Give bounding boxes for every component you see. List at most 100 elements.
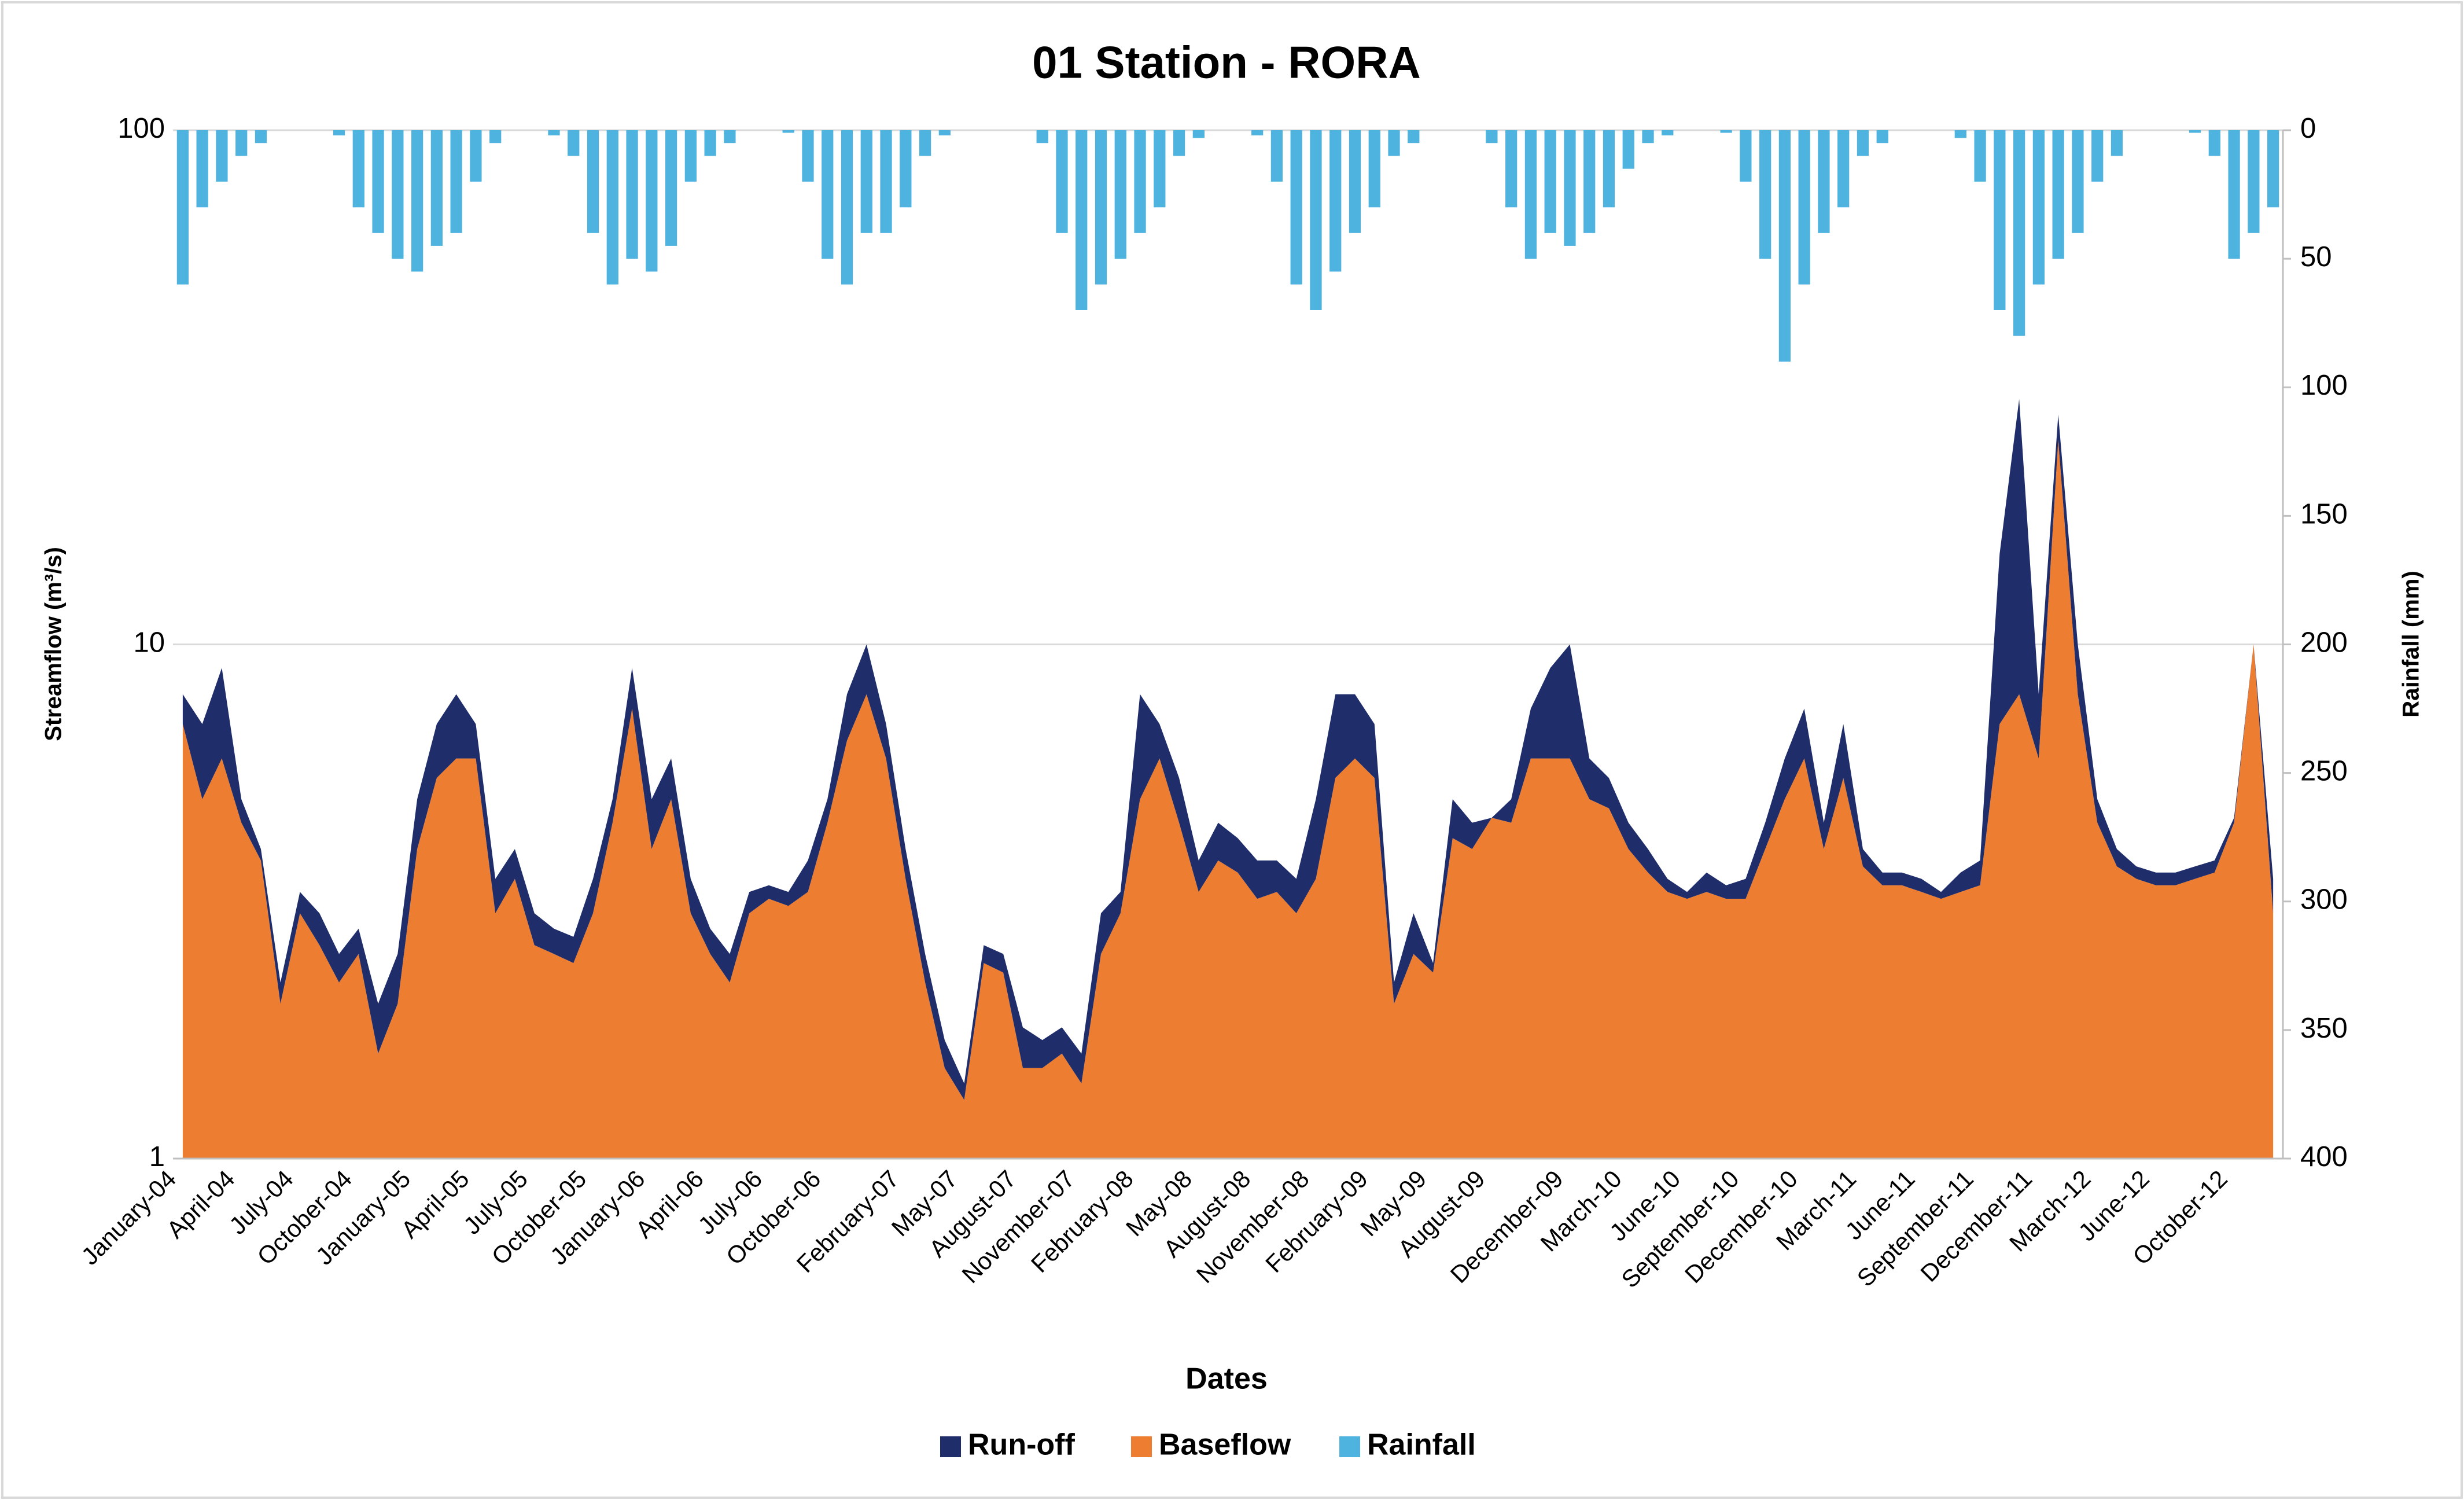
rainfall-bar [255,130,267,144]
rainfall-bar [2032,130,2045,285]
rainfall-bar [392,130,404,259]
rainfall-bar [900,130,912,208]
legend-label: Baseflow [1159,1428,1291,1462]
rainfall-bar [1974,130,1986,182]
rainfall-bar [1857,130,1869,156]
rainfall-bar [704,130,716,156]
rainfall-bar [646,130,658,272]
rainfall-bar [176,130,189,285]
baseflow-area [182,439,2274,1159]
rainfall-bar [1759,130,1771,259]
rainfall-bar [665,130,677,246]
rainfall-bar [333,130,345,135]
rainfall-bar [430,130,443,246]
y2-tick-label: 100 [2300,370,2348,401]
rainfall-bar [352,130,364,208]
rainfall-bar [1876,130,1888,144]
y-tick-label: 1 [149,1141,165,1172]
legend-swatch [940,1436,961,1457]
y-tick-label: 100 [117,113,165,144]
rainfall-bar [489,130,502,144]
rainfall-bar [919,130,931,156]
rainfall-bar [1134,130,1146,233]
rainfall-bar [1720,130,1732,133]
x-axis-title: Dates [1185,1362,1268,1396]
y-tick-label: 10 [133,627,165,658]
rainfall-bar [2072,130,2084,233]
rainfall-bar [1408,130,1420,144]
y2-tick-label: 400 [2300,1141,2348,1172]
legend-swatch [1339,1436,1360,1457]
rainfall-bar [2267,130,2279,208]
rainfall-bar [1662,130,1674,135]
rainfall-bar [2052,130,2064,259]
rainfall-bar [1251,130,1264,135]
rainfall-bar [568,130,580,156]
legend-label: Run-off [968,1428,1075,1462]
rainfall-bar [1798,130,1810,285]
rainfall-bar [782,130,794,133]
rainfall-bar [1505,130,1518,208]
rainfall-bar [2208,130,2220,156]
rainfall-bar [2091,130,2104,182]
y2-tick-label: 300 [2300,884,2348,916]
rainfall-bar [1076,130,1088,310]
y2-tick-label: 250 [2300,756,2348,787]
rainfall-bar [235,130,248,156]
y2-tick-label: 0 [2300,113,2316,144]
rainfall-bar [822,130,834,259]
rainfall-bar [626,130,638,259]
rainfall-bar [1114,130,1126,259]
rainfall-bar [1349,130,1361,233]
rainfall-bar [1310,130,1322,310]
rainfall-bar [450,130,462,233]
y2-tick-label: 150 [2300,498,2348,530]
y2-tick-label: 200 [2300,627,2348,658]
rainfall-bar [1837,130,1850,208]
rainfall-bar [1270,130,1283,182]
rainfall-bar [1954,130,1966,138]
rainfall-bar [938,130,951,135]
chart-title: 01 Station - RORA [1032,37,1421,88]
y2-axis-title: Rainfall (mm) [2399,571,2424,717]
rainfall-bar [1603,130,1615,208]
rainfall-bar [880,130,892,233]
rainfall-bar [1388,130,1400,156]
rainfall-bar [470,130,482,182]
rainfall-bar [841,130,853,285]
y-axis-title: Streamflow (m³/s) [41,547,67,741]
rainfall-bar [1486,130,1498,144]
rainfall-bar [606,130,618,285]
rainfall-bar [1994,130,2006,310]
rainfall-bar [216,130,228,182]
rainfall-bar [1036,130,1048,144]
y2-tick-label: 50 [2300,241,2332,273]
rainfall-bar [1524,130,1537,259]
rainfall-bar [1329,130,1342,272]
rainfall-bar [196,130,208,208]
rainfall-bar [1290,130,1302,285]
rainfall-bar [1173,130,1185,156]
legend-swatch [1131,1436,1152,1457]
y2-tick-label: 350 [2300,1013,2348,1044]
rainfall-bar [587,130,599,233]
rainfall-bar [1095,130,1107,285]
rainfall-bar [1818,130,1830,233]
rainfall-bar [802,130,814,182]
rainfall-bar [1544,130,1556,233]
rainfall-bar [2013,130,2025,336]
runoff-area [182,399,2274,1100]
rainfall-bar [724,130,736,144]
rainfall-bar [1154,130,1166,208]
rainfall-bar [860,130,872,233]
legend-label: Rainfall [1367,1428,1476,1462]
rainfall-bar [1583,130,1596,233]
rainfall-bar [1192,130,1205,138]
rainfall-bar [1778,130,1791,362]
rainfall-bar [411,130,423,272]
rainfall-bar [2111,130,2123,156]
rainfall-bar [2248,130,2260,233]
rainfall-bar [1622,130,1634,169]
